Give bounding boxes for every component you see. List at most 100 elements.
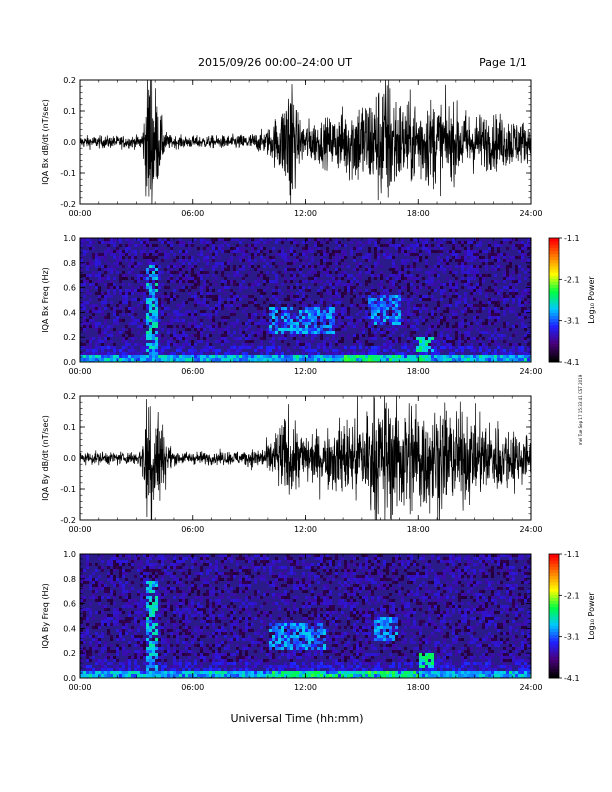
spectrogram-cell xyxy=(326,313,329,316)
spectrogram-cell xyxy=(440,298,443,301)
spectrogram-cell xyxy=(341,310,344,313)
spectrogram-cell xyxy=(470,244,473,247)
colorbar-segment xyxy=(549,303,559,307)
spectrogram-cell xyxy=(323,283,326,286)
spectrogram-cell xyxy=(263,274,266,277)
spectrogram-cell xyxy=(527,352,530,355)
spectrogram-cell xyxy=(116,617,119,620)
spectrogram-cell xyxy=(89,349,92,352)
spectrogram-cell xyxy=(383,274,386,277)
spectrogram-cell xyxy=(143,620,146,623)
spectrogram-cell xyxy=(92,256,95,259)
spectrogram-cell xyxy=(263,322,266,325)
spectrogram-cell xyxy=(92,274,95,277)
spectrogram-cell xyxy=(248,358,251,361)
spectrogram-cell xyxy=(419,259,422,262)
spectrogram-cell xyxy=(527,349,530,352)
spectrogram-cell xyxy=(164,605,167,608)
spectrogram-cell xyxy=(242,265,245,268)
spectrogram-cell xyxy=(278,346,281,349)
spectrogram-cell xyxy=(149,599,152,602)
spectrogram-cell xyxy=(317,322,320,325)
spectrogram-cell xyxy=(302,301,305,304)
spectrogram-cell xyxy=(125,238,128,241)
spectrogram-cell xyxy=(470,268,473,271)
spectrogram-cell xyxy=(464,295,467,298)
spectrogram-cell xyxy=(242,247,245,250)
spectrogram-cell xyxy=(317,274,320,277)
spectrogram-cell xyxy=(122,575,125,578)
spectrogram-cell xyxy=(434,307,437,310)
spectrogram-cell xyxy=(167,301,170,304)
spectrogram-cell xyxy=(212,238,215,241)
spectrogram-cell xyxy=(488,274,491,277)
spectrogram-cell xyxy=(200,268,203,271)
spectrogram-cell xyxy=(161,328,164,331)
spectrogram-cell xyxy=(287,286,290,289)
spectrogram-cell xyxy=(437,307,440,310)
spectrogram-cell xyxy=(110,590,113,593)
spectrogram-cell xyxy=(512,352,515,355)
spectrogram-cell xyxy=(191,349,194,352)
spectrogram-cell xyxy=(503,286,506,289)
spectrogram-cell xyxy=(122,301,125,304)
spectrogram-cell xyxy=(149,328,152,331)
spectrogram-cell xyxy=(128,322,131,325)
colorbar-segment xyxy=(549,259,559,264)
spectrogram-cell xyxy=(134,244,137,247)
spectrogram-cell xyxy=(140,349,143,352)
spectrogram-cell xyxy=(80,596,83,599)
spectrogram-cell xyxy=(284,298,287,301)
spectrogram-cell xyxy=(353,349,356,352)
spectrogram-cell xyxy=(131,605,134,608)
spectrogram-cell xyxy=(176,265,179,268)
spectrogram-cell xyxy=(152,337,155,340)
spectrogram-cell xyxy=(284,322,287,325)
spectrogram-cell xyxy=(467,322,470,325)
spectrogram-cell xyxy=(230,304,233,307)
spectrogram-cell xyxy=(242,343,245,346)
spectrogram-cell xyxy=(80,575,83,578)
spectrogram-cell xyxy=(320,343,323,346)
spectrogram-cell xyxy=(506,328,509,331)
spectrogram-cell xyxy=(407,277,410,280)
spectrogram-cell xyxy=(521,322,524,325)
spectrogram-cell xyxy=(458,256,461,259)
spectrogram-cell xyxy=(524,244,527,247)
spectrogram-cell xyxy=(386,328,389,331)
spectrogram-cell xyxy=(221,343,224,346)
spectrogram-cell xyxy=(452,247,455,250)
spectrogram-cell xyxy=(521,256,524,259)
spectrogram-cell xyxy=(176,325,179,328)
spectrogram-cell xyxy=(122,650,125,653)
spectrogram-cell xyxy=(155,593,158,596)
spectrogram-cell xyxy=(248,256,251,259)
spectrogram-cell xyxy=(191,298,194,301)
spectrogram-cell xyxy=(410,277,413,280)
spectrogram-cell xyxy=(230,355,233,358)
spectrogram-cell xyxy=(125,352,128,355)
spectrogram-cell xyxy=(266,286,269,289)
spectrogram-cell xyxy=(137,671,140,674)
spectrogram-cell xyxy=(86,617,89,620)
spectrogram-cell xyxy=(134,262,137,265)
spectrogram-cell xyxy=(413,250,416,253)
spectrogram-cell xyxy=(80,569,83,572)
spectrogram-cell xyxy=(92,626,95,629)
spectrogram-cell xyxy=(320,337,323,340)
spectrogram-cell xyxy=(251,256,254,259)
spectrogram-cell xyxy=(308,307,311,310)
spectrogram-cell xyxy=(275,328,278,331)
spectrogram-cell xyxy=(170,244,173,247)
spectrogram-cell xyxy=(344,244,347,247)
spectrogram-cell xyxy=(515,292,518,295)
spectrogram-cell xyxy=(326,271,329,274)
colorbar-segment xyxy=(549,321,559,326)
spectrogram-cell xyxy=(92,674,95,677)
spectrogram-cell xyxy=(359,262,362,265)
spectrogram-cell xyxy=(236,295,239,298)
spectrogram-cell xyxy=(371,349,374,352)
spectrogram-cell xyxy=(146,671,149,674)
spectrogram-cell xyxy=(92,596,95,599)
spectrogram-cell xyxy=(380,274,383,277)
